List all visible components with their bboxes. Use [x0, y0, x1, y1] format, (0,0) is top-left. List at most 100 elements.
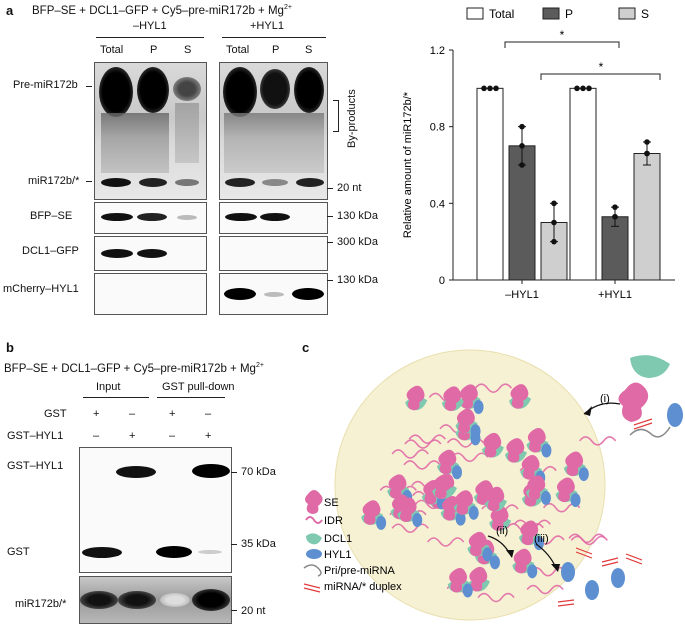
- band-mir-4: [192, 589, 230, 611]
- group-plus-line: [222, 37, 326, 38]
- row-label-dcl: DCL1–GFP: [22, 245, 79, 257]
- legend-swatch: [466, 7, 484, 20]
- band-mir-1: [80, 591, 118, 609]
- rna-gel-plus: [219, 62, 328, 200]
- gsthyl-sign-3: –: [169, 430, 176, 442]
- lane-label-4: Total: [226, 44, 250, 56]
- tick-20nt: [327, 188, 333, 189]
- band-mir-s-plus: [296, 178, 324, 187]
- idr-squiggle: [404, 439, 442, 449]
- arrow-iii-head: [551, 564, 560, 572]
- data-point: [551, 238, 557, 245]
- blot-se-minus: [94, 202, 207, 234]
- band-mir-2: [118, 591, 156, 609]
- significance-star: *: [599, 60, 604, 74]
- diagram-legend: SE IDR DCL1 HYL1 Pri/pre-miRNA miRNA/* d…: [303, 490, 402, 593]
- se-shape: [456, 408, 475, 434]
- legend-se: SE: [324, 497, 339, 509]
- y-tick-label: 1.2: [430, 45, 445, 57]
- bar: [633, 153, 661, 281]
- step-iii-label: (iii): [534, 533, 549, 545]
- se-shape: [398, 497, 417, 523]
- group-minus-line: [96, 37, 204, 38]
- rna-gel-minus: [94, 62, 207, 200]
- band-se-minus-3: [177, 215, 197, 220]
- band-mir-total-plus: [225, 178, 255, 187]
- hyl1-shape: [468, 505, 479, 520]
- legend-dcl1-icon: [306, 533, 322, 545]
- released-duplex-3: [625, 553, 643, 565]
- band-mir-s-minus: [175, 179, 199, 186]
- smear-s-minus: [175, 103, 199, 163]
- band-se-minus-1: [101, 213, 133, 221]
- band-gst-input: [82, 547, 122, 558]
- data-point: [574, 85, 580, 92]
- hyl1-shape: [470, 424, 481, 439]
- legend-swatch: [542, 7, 560, 20]
- data-point: [487, 85, 493, 92]
- y-tick-label: 0: [439, 275, 445, 287]
- group-input: Input: [96, 381, 121, 393]
- marker-20nt-a: 20 nt: [337, 182, 362, 194]
- band-gst-pull: [156, 546, 192, 558]
- band-se-plus-1: [225, 213, 257, 221]
- data-point: [493, 85, 499, 92]
- se-shape: [490, 506, 509, 531]
- significance-star: *: [560, 28, 565, 42]
- hyl1-shape: [455, 511, 466, 526]
- band-label-gst: GST: [7, 546, 30, 558]
- se-shape: [475, 480, 494, 505]
- se-shape: [565, 451, 584, 477]
- data-point: [519, 123, 525, 130]
- legend-duplex-icon: [303, 583, 321, 593]
- band-dcl-minus-2: [137, 249, 167, 258]
- bar: [569, 87, 597, 281]
- group-pulldown: GST pull-down: [162, 381, 235, 393]
- data-point: [612, 213, 618, 220]
- panel-b-title: BFP–SE + DCL1–GFP + Cy5–pre-miR172b + Mg…: [4, 362, 264, 375]
- droplet: [334, 349, 606, 621]
- legend-label: Total: [489, 7, 514, 21]
- band-mir-total-minus: [101, 178, 131, 187]
- idr-squiggle: [403, 460, 441, 470]
- byproducts-label: By-products: [346, 89, 358, 148]
- idr-squiggle: [570, 535, 608, 546]
- hyl1-shape: [540, 490, 551, 505]
- legend-pri: Pri/pre-miRNA: [324, 565, 396, 577]
- band-mir-p-plus: [262, 179, 288, 186]
- se-shape: [443, 386, 462, 411]
- se-shape: [513, 548, 532, 574]
- idr-squiggle: [408, 434, 446, 444]
- se-shape: [556, 477, 575, 503]
- se-shape: [521, 455, 540, 480]
- data-point: [644, 150, 650, 157]
- panel-a-title: BFP–SE + DCL1–GFP + Cy5–pre-miR172b + Mg…: [32, 4, 292, 17]
- exterior-complex: [618, 355, 683, 438]
- legend-hyl1-icon: [306, 549, 322, 559]
- se-shape: [520, 520, 539, 546]
- data-point: [551, 200, 557, 207]
- band-gsthyl-input: [116, 466, 156, 478]
- se-shape: [527, 475, 546, 500]
- blot-se-plus: [219, 202, 328, 234]
- gst-sign-1: +: [93, 408, 100, 420]
- panel-b-letter: b: [6, 340, 14, 355]
- exterior-hyl1: [667, 403, 683, 427]
- lane-label-2: P: [150, 44, 158, 56]
- tick-300: [327, 242, 333, 243]
- se-shape: [506, 438, 525, 463]
- hyl1-shape: [412, 513, 423, 528]
- row-label-mir: miR172b/*: [28, 175, 80, 187]
- idr-squiggle: [451, 452, 489, 463]
- band-se-plus-2: [260, 213, 290, 221]
- marker-130-a: 130 kDa: [337, 210, 378, 222]
- idr-squiggle: [427, 537, 465, 547]
- smear-plus: [224, 113, 324, 173]
- tick-20nt-b: [231, 610, 237, 611]
- arrow-ii-head: [506, 550, 514, 558]
- row-label-se: BFP–SE: [30, 210, 73, 222]
- y-axis-label: Relative amount of miR172b/*: [402, 91, 414, 238]
- band-dcl-minus-1: [101, 249, 133, 258]
- idr-squiggle: [391, 449, 429, 459]
- gsthyl-sign-2: +: [129, 430, 136, 442]
